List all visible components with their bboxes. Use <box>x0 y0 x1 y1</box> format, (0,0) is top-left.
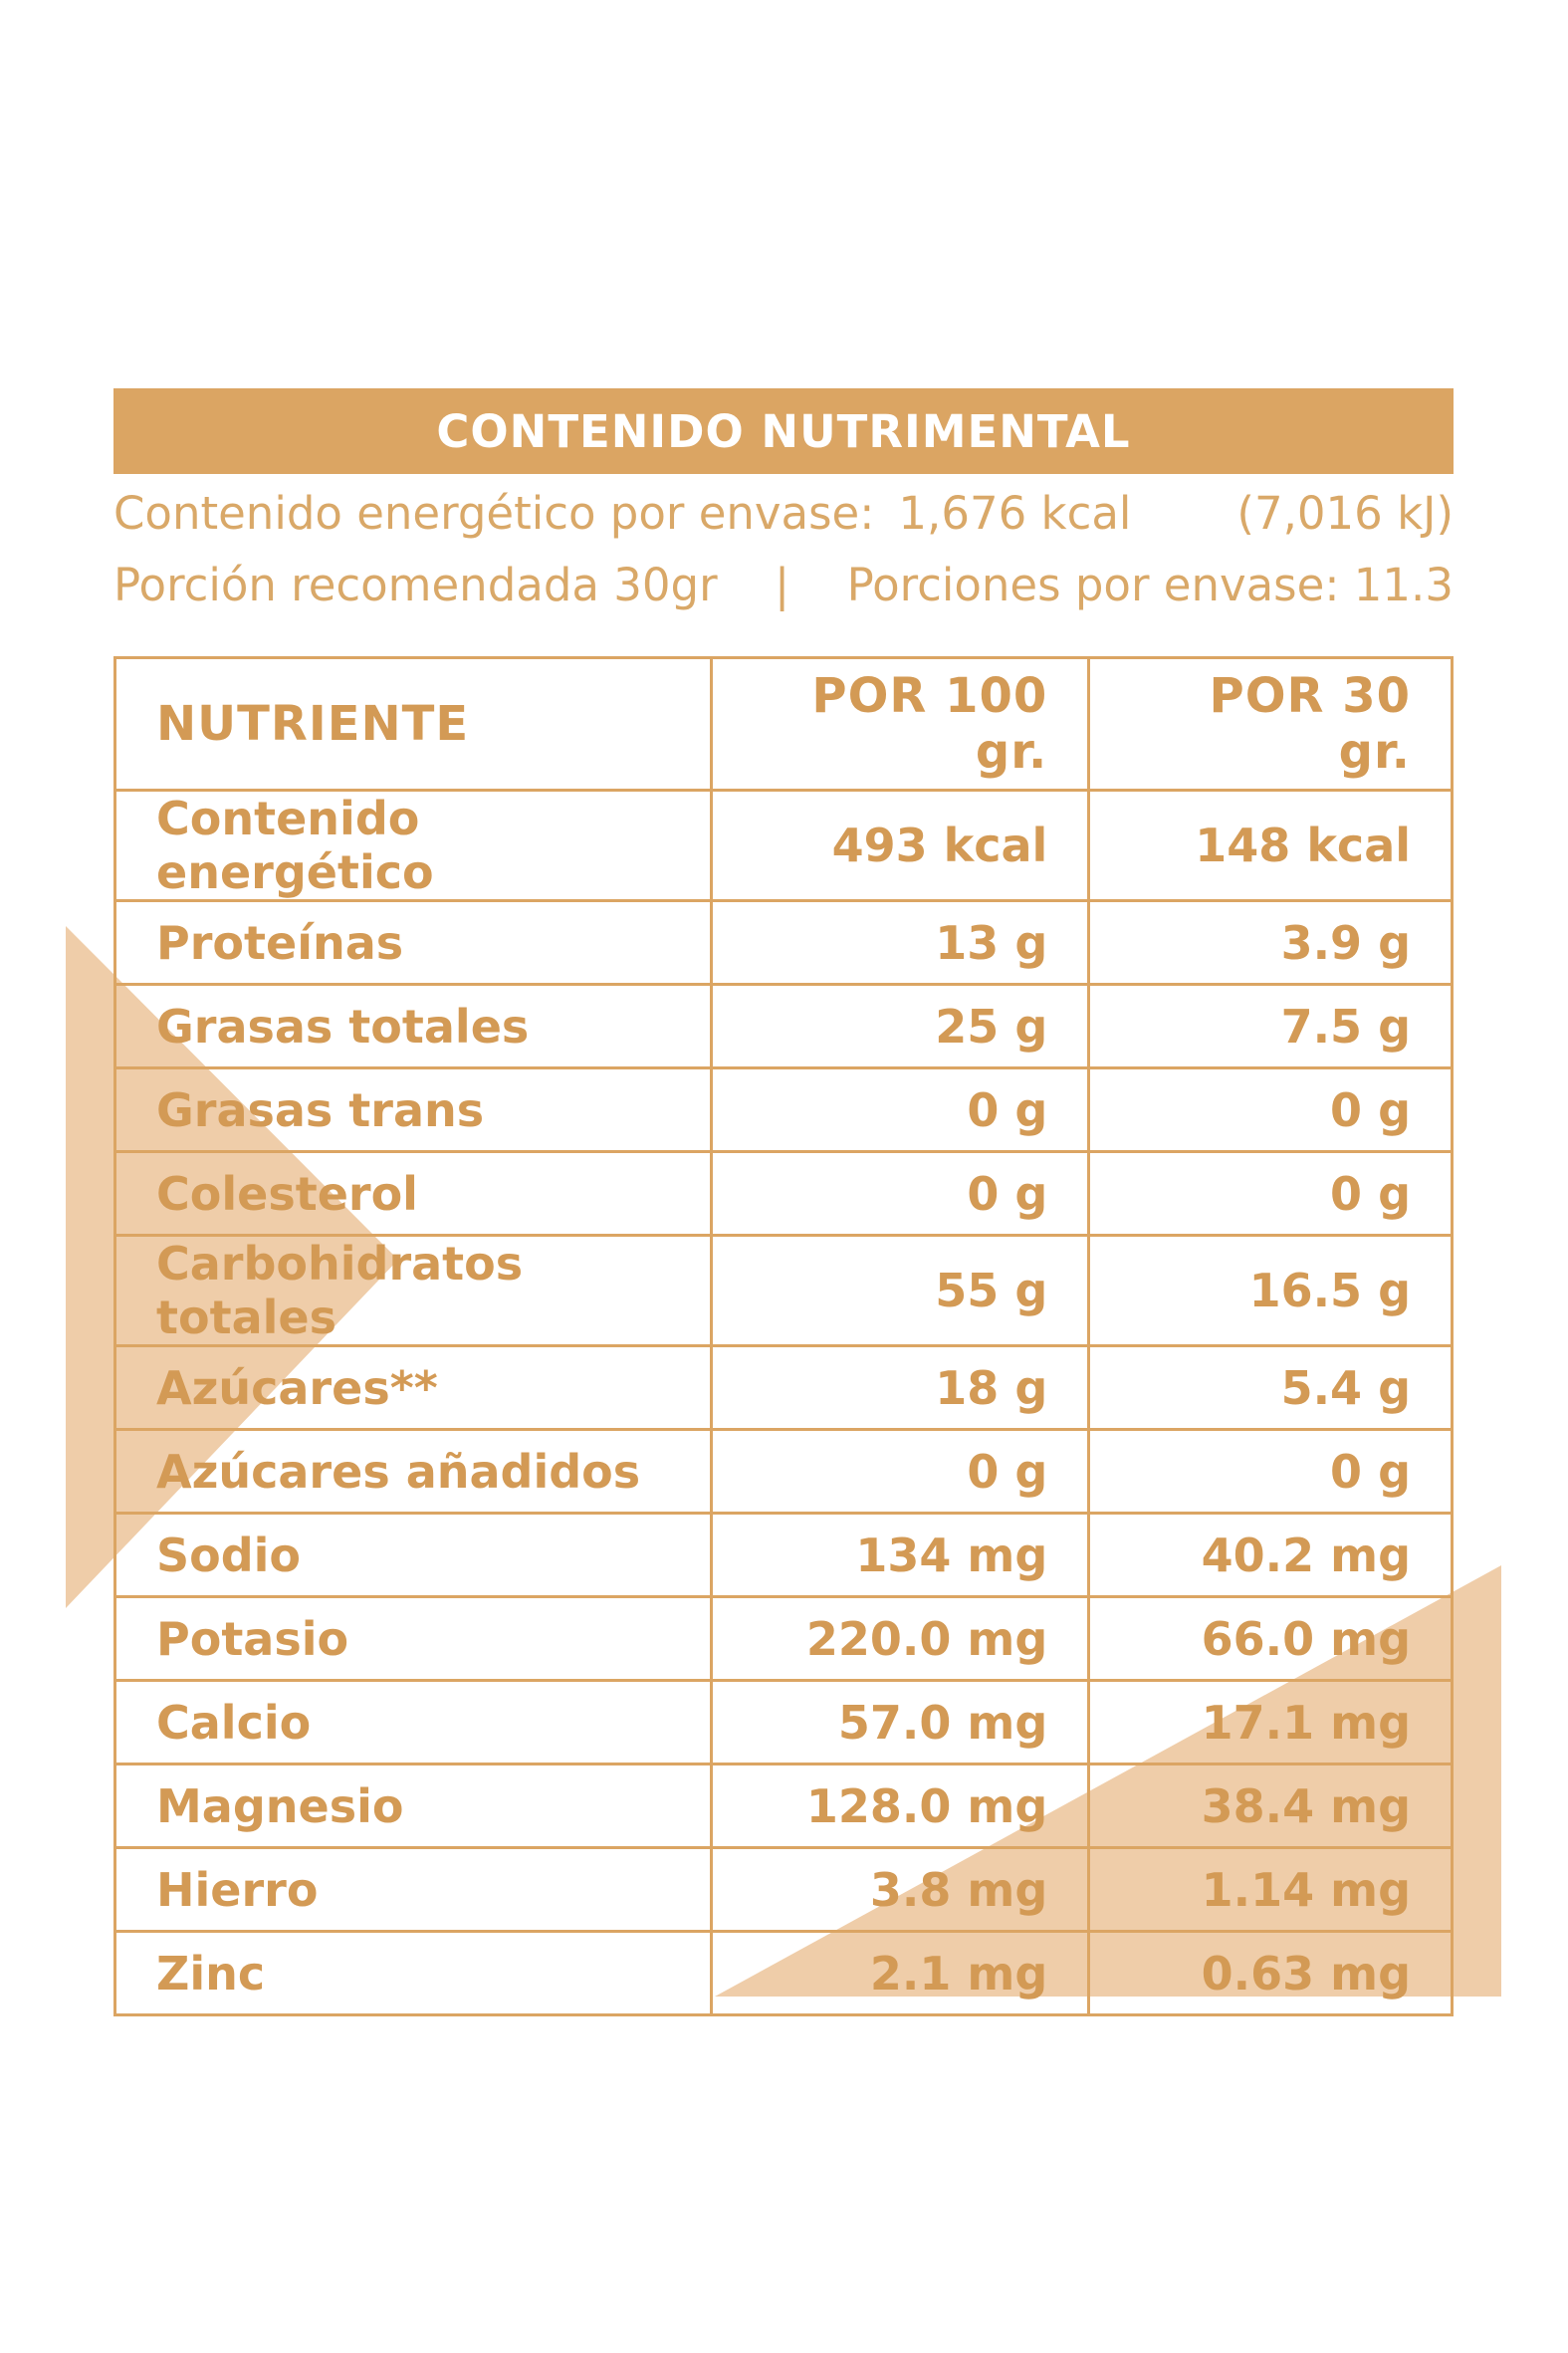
nutrient-name: Grasas trans <box>112 1066 714 1153</box>
energy-group: Contenido energético por envase: 1,676 k… <box>113 484 1131 544</box>
value-per-30: 17.1 mg <box>1087 1679 1454 1765</box>
value-per-100: 220.0 mg <box>710 1595 1091 1682</box>
value-per-30: 3.9 g <box>1087 899 1454 986</box>
value-per-30: 1.14 mg <box>1087 1846 1454 1933</box>
nutrient-name: Carbohidratos totales <box>112 1234 714 1347</box>
table-row: Hierro 3.8 mg 1.14 mg <box>112 1846 1454 1933</box>
portion-summary-line: Porción recomendada 30gr | Porciones por… <box>113 556 1454 615</box>
energy-kcal: 1,676 kcal <box>898 487 1132 540</box>
energy-summary-line: Contenido energético por envase: 1,676 k… <box>113 484 1454 544</box>
value-per-100: 55 g <box>710 1234 1091 1347</box>
value-per-100: 0 g <box>710 1428 1091 1515</box>
value-per-30: 66.0 mg <box>1087 1595 1454 1682</box>
table-row: Magnesio 128.0 mg 38.4 mg <box>112 1763 1454 1849</box>
table-row: Grasas trans 0 g 0 g <box>112 1066 1454 1153</box>
table-row: Carbohidratos totales 55 g 16.5 g <box>112 1234 1454 1347</box>
value-per-100: 13 g <box>710 899 1091 986</box>
table-row: Azúcares añadidos 0 g 0 g <box>112 1428 1454 1515</box>
nutrition-table: NUTRIENTE POR 100 gr. POR 30 gr. Conteni… <box>112 656 1454 2016</box>
nutrient-name: Azúcares** <box>112 1344 714 1431</box>
nutrient-name: Calcio <box>112 1679 714 1765</box>
energy-kj: (7,016 kJ) <box>1236 487 1454 540</box>
nutrient-name: Contenido energético <box>112 789 714 902</box>
table-row: Proteínas 13 g 3.9 g <box>112 899 1454 986</box>
nutrient-name: Magnesio <box>112 1763 714 1849</box>
table-row: Grasas totales 25 g 7.5 g <box>112 983 1454 1069</box>
value-per-100: 57.0 mg <box>710 1679 1091 1765</box>
table-header-row: NUTRIENTE POR 100 gr. POR 30 gr. <box>112 656 1454 792</box>
table-row: Azúcares** 18 g 5.4 g <box>112 1344 1454 1431</box>
value-per-30: 0 g <box>1087 1428 1454 1515</box>
nutrient-name: Sodio <box>112 1512 714 1598</box>
value-per-30: 38.4 mg <box>1087 1763 1454 1849</box>
value-per-100: 25 g <box>710 983 1091 1069</box>
header-per-100: POR 100 gr. <box>710 656 1091 792</box>
title-banner: CONTENIDO NUTRIMENTAL <box>113 388 1454 474</box>
value-per-30: 7.5 g <box>1087 983 1454 1069</box>
value-per-30: 0 g <box>1087 1066 1454 1153</box>
nutrient-name: Proteínas <box>112 899 714 986</box>
table-row: Colesterol 0 g 0 g <box>112 1150 1454 1237</box>
value-per-30: 5.4 g <box>1087 1344 1454 1431</box>
table-row: Calcio 57.0 mg 17.1 mg <box>112 1679 1454 1765</box>
table-row: Sodio 134 mg 40.2 mg <box>112 1512 1454 1598</box>
separator: | <box>775 559 790 611</box>
value-per-30: 148 kcal <box>1087 789 1454 902</box>
value-per-100: 18 g <box>710 1344 1091 1431</box>
value-per-100: 128.0 mg <box>710 1763 1091 1849</box>
portion-text: Porción recomendada 30gr <box>113 559 718 611</box>
nutrient-name: Azúcares añadidos <box>112 1428 714 1515</box>
value-per-100: 3.8 mg <box>710 1846 1091 1933</box>
energy-label: Contenido energético por envase: <box>113 487 875 540</box>
value-per-100: 0 g <box>710 1066 1091 1153</box>
header-nutrient: NUTRIENTE <box>112 656 714 792</box>
table-row: Potasio 220.0 mg 66.0 mg <box>112 1595 1454 1682</box>
value-per-100: 2.1 mg <box>710 1930 1091 2016</box>
table-row: Contenido energético 493 kcal 148 kcal <box>112 789 1454 902</box>
nutrient-name: Grasas totales <box>112 983 714 1069</box>
value-per-100: 493 kcal <box>710 789 1091 902</box>
table-row: Zinc 2.1 mg 0.63 mg <box>112 1930 1454 2016</box>
nutrient-name: Zinc <box>112 1930 714 2016</box>
nutrient-name: Potasio <box>112 1595 714 1682</box>
value-per-30: 40.2 mg <box>1087 1512 1454 1598</box>
value-per-30: 0 g <box>1087 1150 1454 1237</box>
header-per-30: POR 30 gr. <box>1087 656 1454 792</box>
nutrient-name: Colesterol <box>112 1150 714 1237</box>
servings-text: Porciones por envase: 11.3 <box>846 559 1454 611</box>
value-per-30: 0.63 mg <box>1087 1930 1454 2016</box>
nutrient-name: Hierro <box>112 1846 714 1933</box>
page-title: CONTENIDO NUTRIMENTAL <box>436 404 1131 458</box>
value-per-30: 16.5 g <box>1087 1234 1454 1347</box>
value-per-100: 134 mg <box>710 1512 1091 1598</box>
value-per-100: 0 g <box>710 1150 1091 1237</box>
